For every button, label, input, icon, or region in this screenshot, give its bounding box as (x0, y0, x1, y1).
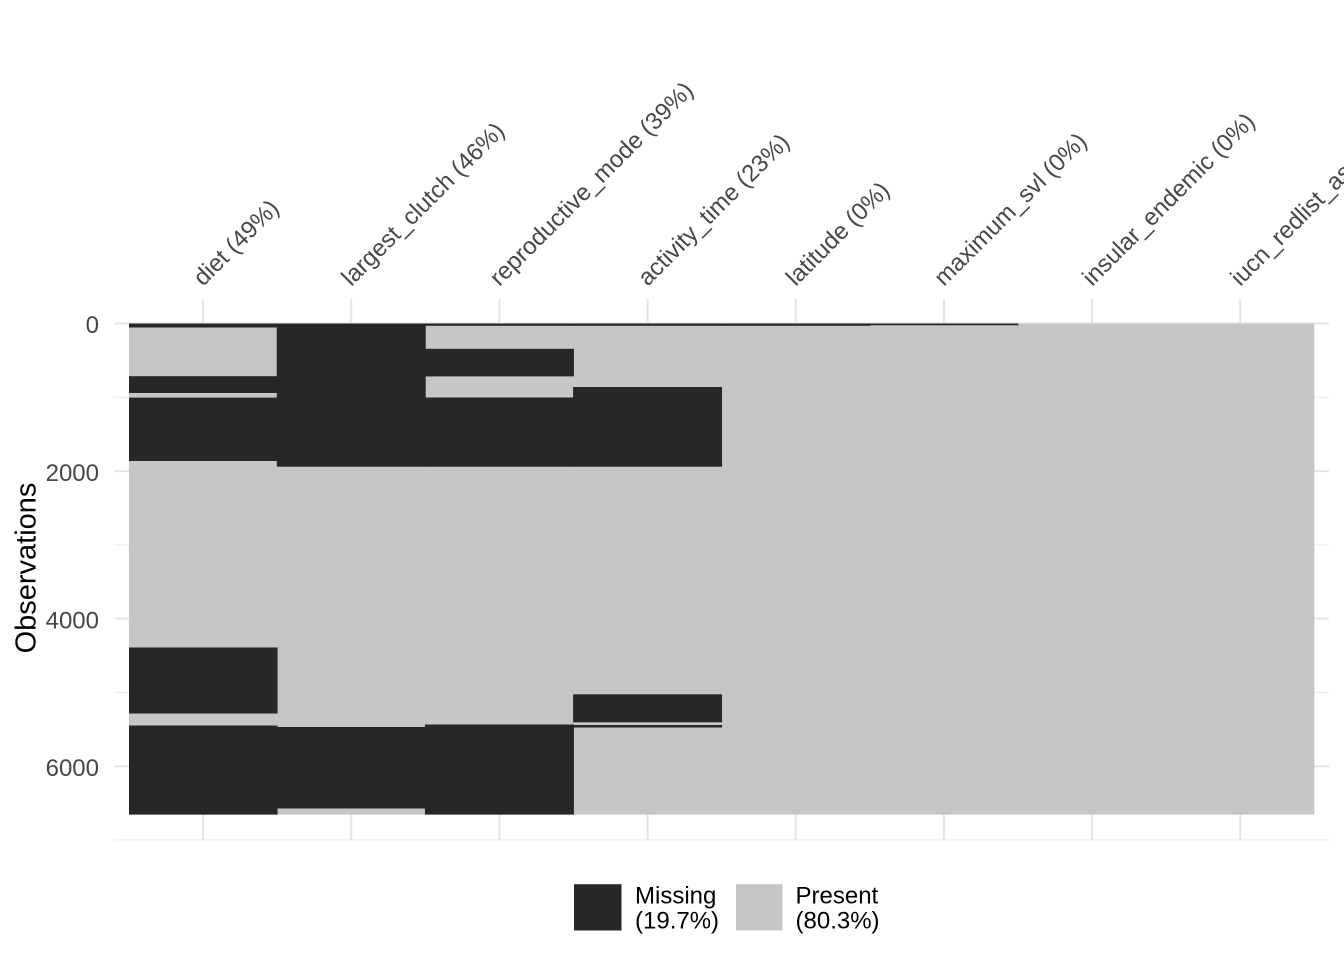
svg-text:(80.3%): (80.3%) (796, 908, 880, 935)
svg-text:0: 0 (86, 312, 99, 339)
svg-text:Present: Present (796, 882, 879, 909)
svg-text:2000: 2000 (46, 460, 99, 487)
svg-text:Missing: Missing (635, 882, 716, 909)
svg-text:Observations: Observations (11, 483, 43, 654)
svg-text:6000: 6000 (46, 755, 99, 782)
svg-text:(19.7%): (19.7%) (635, 908, 719, 935)
svg-text:4000: 4000 (46, 607, 99, 634)
